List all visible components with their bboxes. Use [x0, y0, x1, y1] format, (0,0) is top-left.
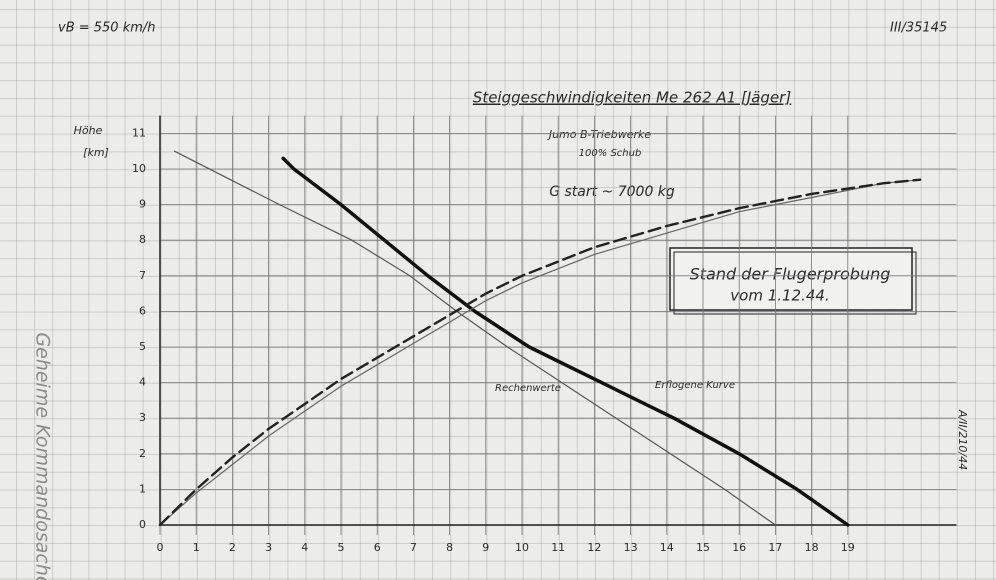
thrust-note: 100% Schub [579, 148, 642, 159]
y-tick-label: 5 [139, 340, 146, 353]
y-tick-label: 7 [139, 269, 146, 282]
x-tick-label: 19 [841, 541, 855, 554]
x-tick-label: 16 [732, 541, 746, 554]
x-tick-label: 3 [265, 541, 272, 554]
side-number: A/II/210/44 [956, 409, 969, 470]
curve [173, 150, 776, 526]
y-tick-label: 0 [139, 518, 146, 531]
x-tick-label: 18 [805, 541, 819, 554]
x-tick-label: 6 [374, 541, 381, 554]
x-tick-label: 12 [587, 541, 601, 554]
curve-label: Erflogene Kurve [655, 380, 735, 391]
status-line: Stand der Flugerprobung [690, 265, 891, 284]
y-tick-label: 3 [139, 411, 146, 424]
x-tick-label: 0 [157, 541, 164, 554]
weight-note: G start ~ 7000 kg [549, 184, 675, 200]
stamp: Geheime Kommandosache [32, 332, 54, 580]
x-tick-label: 1 [193, 541, 200, 554]
y-tick-label: 2 [139, 447, 146, 460]
status-box-shadow [673, 251, 917, 315]
y-tick-label: 4 [139, 376, 146, 389]
y-tick-label: 8 [139, 233, 146, 246]
x-tick-label: 13 [624, 541, 638, 554]
x-tick-label: 17 [768, 541, 782, 554]
y-tick-label: 10 [132, 162, 146, 175]
x-tick-label: 5 [338, 541, 345, 554]
status-box [669, 247, 913, 311]
x-tick-label: 11 [551, 541, 565, 554]
x-tick-label: 7 [410, 541, 417, 554]
status-line: vom 1.12.44. [730, 287, 829, 305]
curve [281, 156, 850, 527]
engine-note: Jumo B-Triebwerke [547, 128, 652, 141]
x-tick-label: 2 [229, 541, 236, 554]
curve-label: Rechenwerte [495, 383, 561, 394]
y-tick-label: 11 [132, 126, 146, 139]
y-axis-label: Höhe [74, 124, 103, 137]
y-axis-unit: [km] [83, 146, 109, 159]
x-tick-label: 8 [446, 541, 453, 554]
chart-title: Steiggeschwindigkeiten Me 262 A1 [Jäger] [473, 89, 792, 107]
y-tick-label: 1 [139, 482, 146, 495]
x-tick-label: 4 [301, 541, 308, 554]
file-number: III/35145 [890, 21, 947, 36]
curve [159, 179, 921, 526]
y-tick-label: 6 [139, 304, 146, 317]
x-tick-label: 9 [482, 541, 489, 554]
curve [158, 178, 922, 527]
x-tick-label: 10 [515, 541, 529, 554]
x-tick-label: 15 [696, 541, 710, 554]
y-tick-label: 9 [139, 198, 146, 211]
x-tick-label: 14 [660, 541, 674, 554]
speed-note: vB = 550 km/h [58, 21, 156, 36]
